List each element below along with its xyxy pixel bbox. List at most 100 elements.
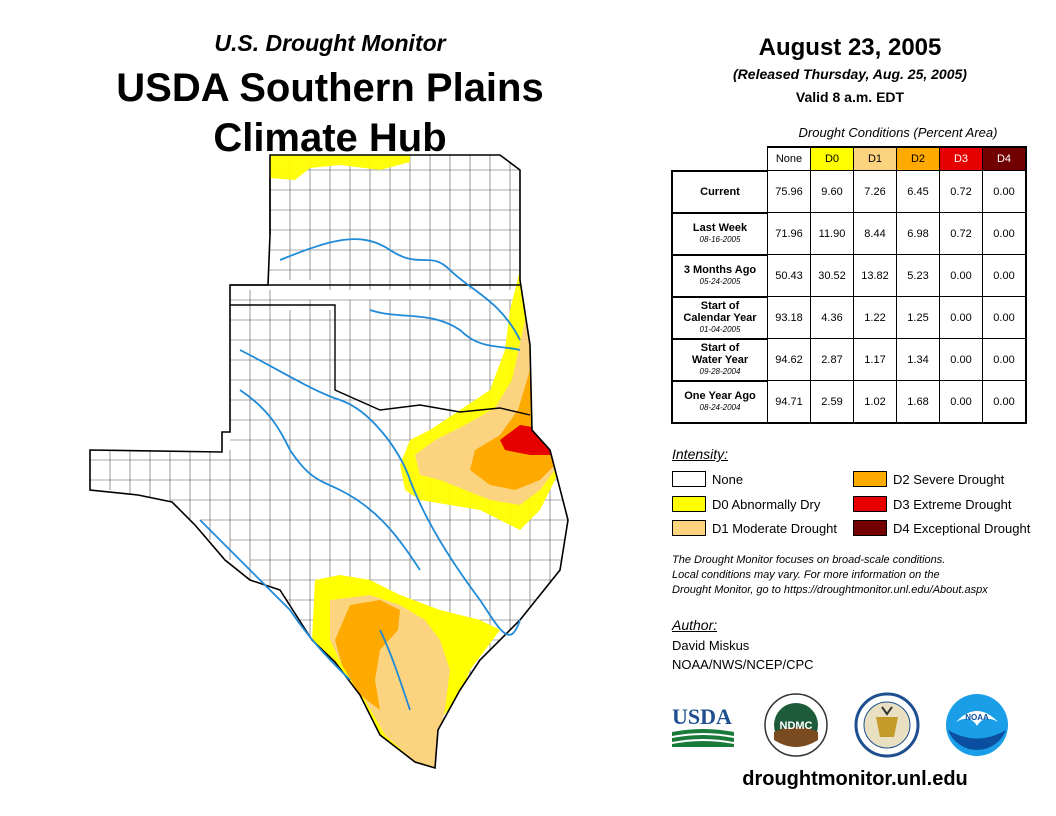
col-header-d4: D4 — [982, 146, 1027, 171]
usda-logo-text: USDA — [672, 704, 732, 729]
drought-conditions-table: None D0 D1 D2 D3 D4 Current 75.96 9.60 7… — [671, 146, 1027, 424]
table-cell: 9.60 — [810, 170, 854, 213]
table-cell: 1.34 — [896, 338, 940, 381]
table-cell: 6.45 — [896, 170, 940, 213]
d2-area-south — [335, 600, 400, 710]
table-cell: 1.25 — [896, 296, 940, 339]
table-row: One Year Ago 08-24-2004 94.71 2.59 1.02 1… — [671, 379, 1027, 424]
note-line: The Drought Monitor focuses on broad-sca… — [672, 554, 946, 566]
note-line: Drought Monitor, go to https://droughtmo… — [672, 584, 988, 596]
table-cell: 0.00 — [939, 296, 983, 339]
legend-swatch-d0 — [672, 496, 706, 512]
legend-swatch-d1 — [672, 520, 706, 536]
row-label: One Year Ago 08-24-2004 — [671, 379, 768, 424]
table-corner — [672, 147, 768, 171]
noaa-logo-text: NOAA — [965, 713, 989, 722]
valid-time: Valid 8 a.m. EDT — [795, 89, 905, 105]
table-cell: 1.22 — [853, 296, 897, 339]
table-cell: 75.96 — [767, 170, 811, 213]
map-title-line2: Climate Hub — [213, 116, 447, 160]
map-date: August 23, 2005 — [758, 34, 942, 61]
legend-label: D3 Extreme Drought — [893, 496, 1012, 512]
table-cell: 0.72 — [939, 212, 983, 255]
table-cell: 13.82 — [853, 254, 897, 297]
table-cell: 71.96 — [767, 212, 811, 255]
row-label: 3 Months Ago 05-24-2005 — [671, 253, 768, 297]
state-borders — [230, 178, 531, 416]
table-cell: 93.18 — [767, 296, 811, 339]
table-row: Start of Water Year 09-28-2004 94.62 2.87 … — [671, 337, 1027, 381]
table-row: Start of Calendar Year 01-04-2005 93.18 4.… — [671, 295, 1027, 339]
table-cell: 50.43 — [767, 254, 811, 297]
col-header-d3: D3 — [939, 146, 983, 171]
author-name: David Miskus — [672, 638, 750, 653]
noaa-logo: NOAA — [946, 694, 1008, 756]
table-header-row: None D0 D1 D2 D3 D4 — [672, 146, 1027, 171]
legend-label: D4 Exceptional Drought — [893, 520, 1031, 536]
legend-label: D1 Moderate Drought — [712, 520, 838, 536]
col-header-d0: D0 — [810, 146, 854, 171]
legend-item-d0: D0 Abnormally Dry — [672, 496, 820, 512]
table-cell: 0.00 — [939, 254, 983, 297]
table-cell: 94.71 — [767, 380, 811, 424]
legend-item-none: None — [672, 471, 743, 487]
release-date: (Released Thursday, Aug. 25, 2005) — [733, 66, 967, 82]
legend-swatch-none — [672, 471, 706, 487]
legend-title: Intensity: — [672, 446, 729, 462]
table-cell: 5.23 — [896, 254, 940, 297]
legend-swatch-d3 — [853, 496, 887, 512]
table-cell: 8.44 — [853, 212, 897, 255]
table-cell: 6.98 — [896, 212, 940, 255]
map-title-line1: USDA Southern Plains — [116, 66, 544, 110]
legend-label: D0 Abnormally Dry — [712, 496, 821, 512]
col-header-d2: D2 — [896, 146, 940, 171]
author-org: NOAA/NWS/NCEP/CPC — [672, 657, 814, 672]
table-cell: 0.00 — [982, 338, 1027, 381]
table-cell: 7.26 — [853, 170, 897, 213]
table-cell: 4.36 — [810, 296, 854, 339]
row-label: Start of Calendar Year 01-04-2005 — [671, 295, 768, 339]
legend-item-d4: D4 Exceptional Drought — [853, 520, 1030, 536]
table-cell: 1.17 — [853, 338, 897, 381]
note-line: Local conditions may vary. For more info… — [672, 569, 940, 581]
table-cell: 94.62 — [767, 338, 811, 381]
usda-logo: USDA — [672, 704, 734, 747]
table-cell: 0.00 — [982, 296, 1027, 339]
table-cell: 0.00 — [939, 338, 983, 381]
table-row: 3 Months Ago 05-24-2005 50.43 30.52 13.82… — [671, 253, 1027, 297]
map-subtitle: U.S. Drought Monitor — [214, 30, 446, 56]
table-caption: Drought Conditions (Percent Area) — [798, 125, 998, 140]
legend-item-d1: D1 Moderate Drought — [672, 520, 837, 536]
commerce-seal — [854, 692, 920, 758]
drought-map — [89, 154, 569, 770]
table-cell: 1.02 — [853, 380, 897, 424]
legend-swatch-d2 — [853, 471, 887, 487]
table-cell: 2.59 — [810, 380, 854, 424]
ndmc-logo: NDMC — [764, 693, 828, 757]
col-header-none: None — [767, 146, 811, 171]
legend-label: D2 Severe Drought — [893, 471, 1005, 487]
legend-item-d2: D2 Severe Drought — [853, 471, 1004, 487]
rivers — [199, 238, 521, 711]
row-label: Last Week 08-16-2005 — [671, 211, 768, 255]
table-cell: 0.00 — [939, 380, 983, 424]
table-cell: 30.52 — [810, 254, 854, 297]
table-row: Current 75.96 9.60 7.26 6.45 0.72 0.00 — [671, 169, 1027, 213]
legend-label: None — [712, 471, 744, 487]
table-cell: 0.00 — [982, 380, 1027, 424]
table-cell: 0.00 — [982, 254, 1027, 297]
legend-item-d3: D3 Extreme Drought — [853, 496, 1012, 512]
disclaimer-note: The Drought Monitor focuses on broad-sca… — [672, 553, 1042, 598]
row-label: Start of Water Year 09-28-2004 — [671, 337, 768, 381]
author-label: Author: — [672, 617, 718, 633]
table-cell: 0.00 — [982, 170, 1027, 213]
table-cell: 1.68 — [896, 380, 940, 424]
d0-area-north — [270, 155, 410, 180]
legend-swatch-d4 — [853, 520, 887, 536]
table-row: Last Week 08-16-2005 71.96 11.90 8.44 6.9… — [671, 211, 1027, 255]
website-link[interactable]: droughtmonitor.unl.edu — [742, 768, 968, 790]
table-cell: 0.72 — [939, 170, 983, 213]
table-cell: 0.00 — [982, 212, 1027, 255]
col-header-d1: D1 — [853, 146, 897, 171]
ndmc-logo-text: NDMC — [780, 720, 813, 732]
